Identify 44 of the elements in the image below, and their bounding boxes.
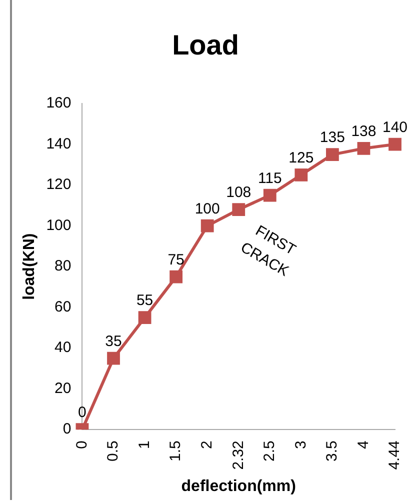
x-tick-label: 0 [73,440,90,449]
x-tick-label: 3.5 [324,440,341,462]
x-axis-title: deflection(mm) [181,478,296,495]
y-tick-label: 0 [62,420,72,438]
y-tick-label: 20 [54,380,72,397]
y-tick-label: 140 [46,135,72,152]
x-tick-label: 3 [292,440,310,449]
y-axis-title: load(KN) [21,233,38,300]
point [138,311,152,324]
y-tick-label: 40 [54,339,72,356]
point [107,352,120,365]
x-tick-label: 4.44 [386,440,404,470]
point [200,219,214,232]
data-label: 35 [105,332,122,350]
point [357,142,370,155]
data-label: 0 [78,404,86,422]
x-tick-label: 2.32 [230,440,247,470]
point [326,148,339,161]
data-label: 100 [194,200,220,218]
point [232,203,246,216]
x-tick-label: 4 [354,440,372,449]
x-tick-label: 1.5 [167,440,184,462]
data-label: 55 [136,292,154,310]
point [388,138,402,151]
point [263,188,276,202]
y-tick-label: 100 [46,216,72,234]
point [170,270,183,284]
data-label: 115 [258,170,282,187]
chart-title: Load [172,30,239,61]
y-tick-label: 80 [54,258,72,275]
x-tick-label: 0.5 [104,440,122,462]
point [294,168,308,182]
y-tick-label: 60 [54,298,72,316]
x-tick-label: 2 [198,440,216,449]
data-label: 75 [168,251,184,268]
data-label: 135 [320,129,345,146]
x-tick-label: 2.5 [261,440,278,462]
y-tick-label: 120 [46,176,72,194]
data-label: 125 [288,150,314,167]
x-tick-label: 1 [136,440,153,449]
y-tick-label: 160 [46,94,72,112]
data-label: 138 [351,123,376,140]
data-label: 140 [382,118,408,136]
data-label: 108 [226,184,252,202]
